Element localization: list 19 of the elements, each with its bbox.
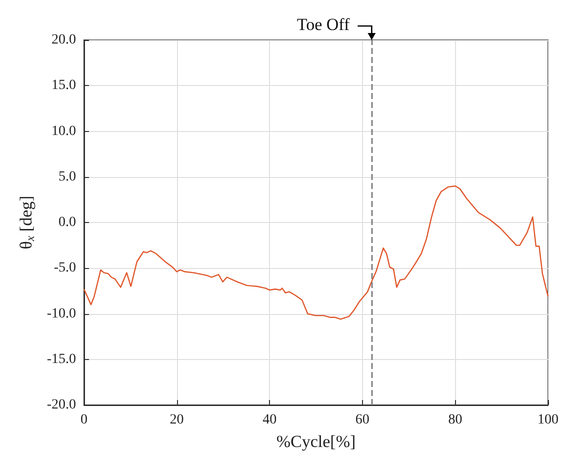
line-series: [83, 185, 549, 320]
x-axis-title: %Cycle[%]: [276, 432, 356, 451]
y-tick-label: -10.0: [46, 306, 76, 322]
x-tick-label: 100: [538, 412, 558, 428]
y-tick-label: -20.0: [46, 398, 76, 412]
y-tick-label: 15.0: [52, 78, 76, 94]
x-tick-label: 20: [170, 412, 184, 428]
ref-line-label: Toe Off: [296, 15, 350, 34]
y-tick-label: 5.0: [58, 169, 76, 184]
y-tick-label: -15.0: [46, 352, 76, 367]
x-tick-label: 0: [80, 412, 88, 428]
x-tick-label: 80: [448, 412, 462, 428]
y-axis-title: θx [deg]: [16, 196, 37, 250]
y-tick-label: 0.0: [58, 215, 76, 230]
y-tick-label: -5.0: [54, 260, 76, 276]
y-tick-label: 20.0: [52, 32, 76, 48]
x-tick-label: 60: [355, 412, 370, 428]
x-tick-label: 40: [262, 412, 277, 428]
y-tick-label: 10.0: [52, 124, 76, 139]
